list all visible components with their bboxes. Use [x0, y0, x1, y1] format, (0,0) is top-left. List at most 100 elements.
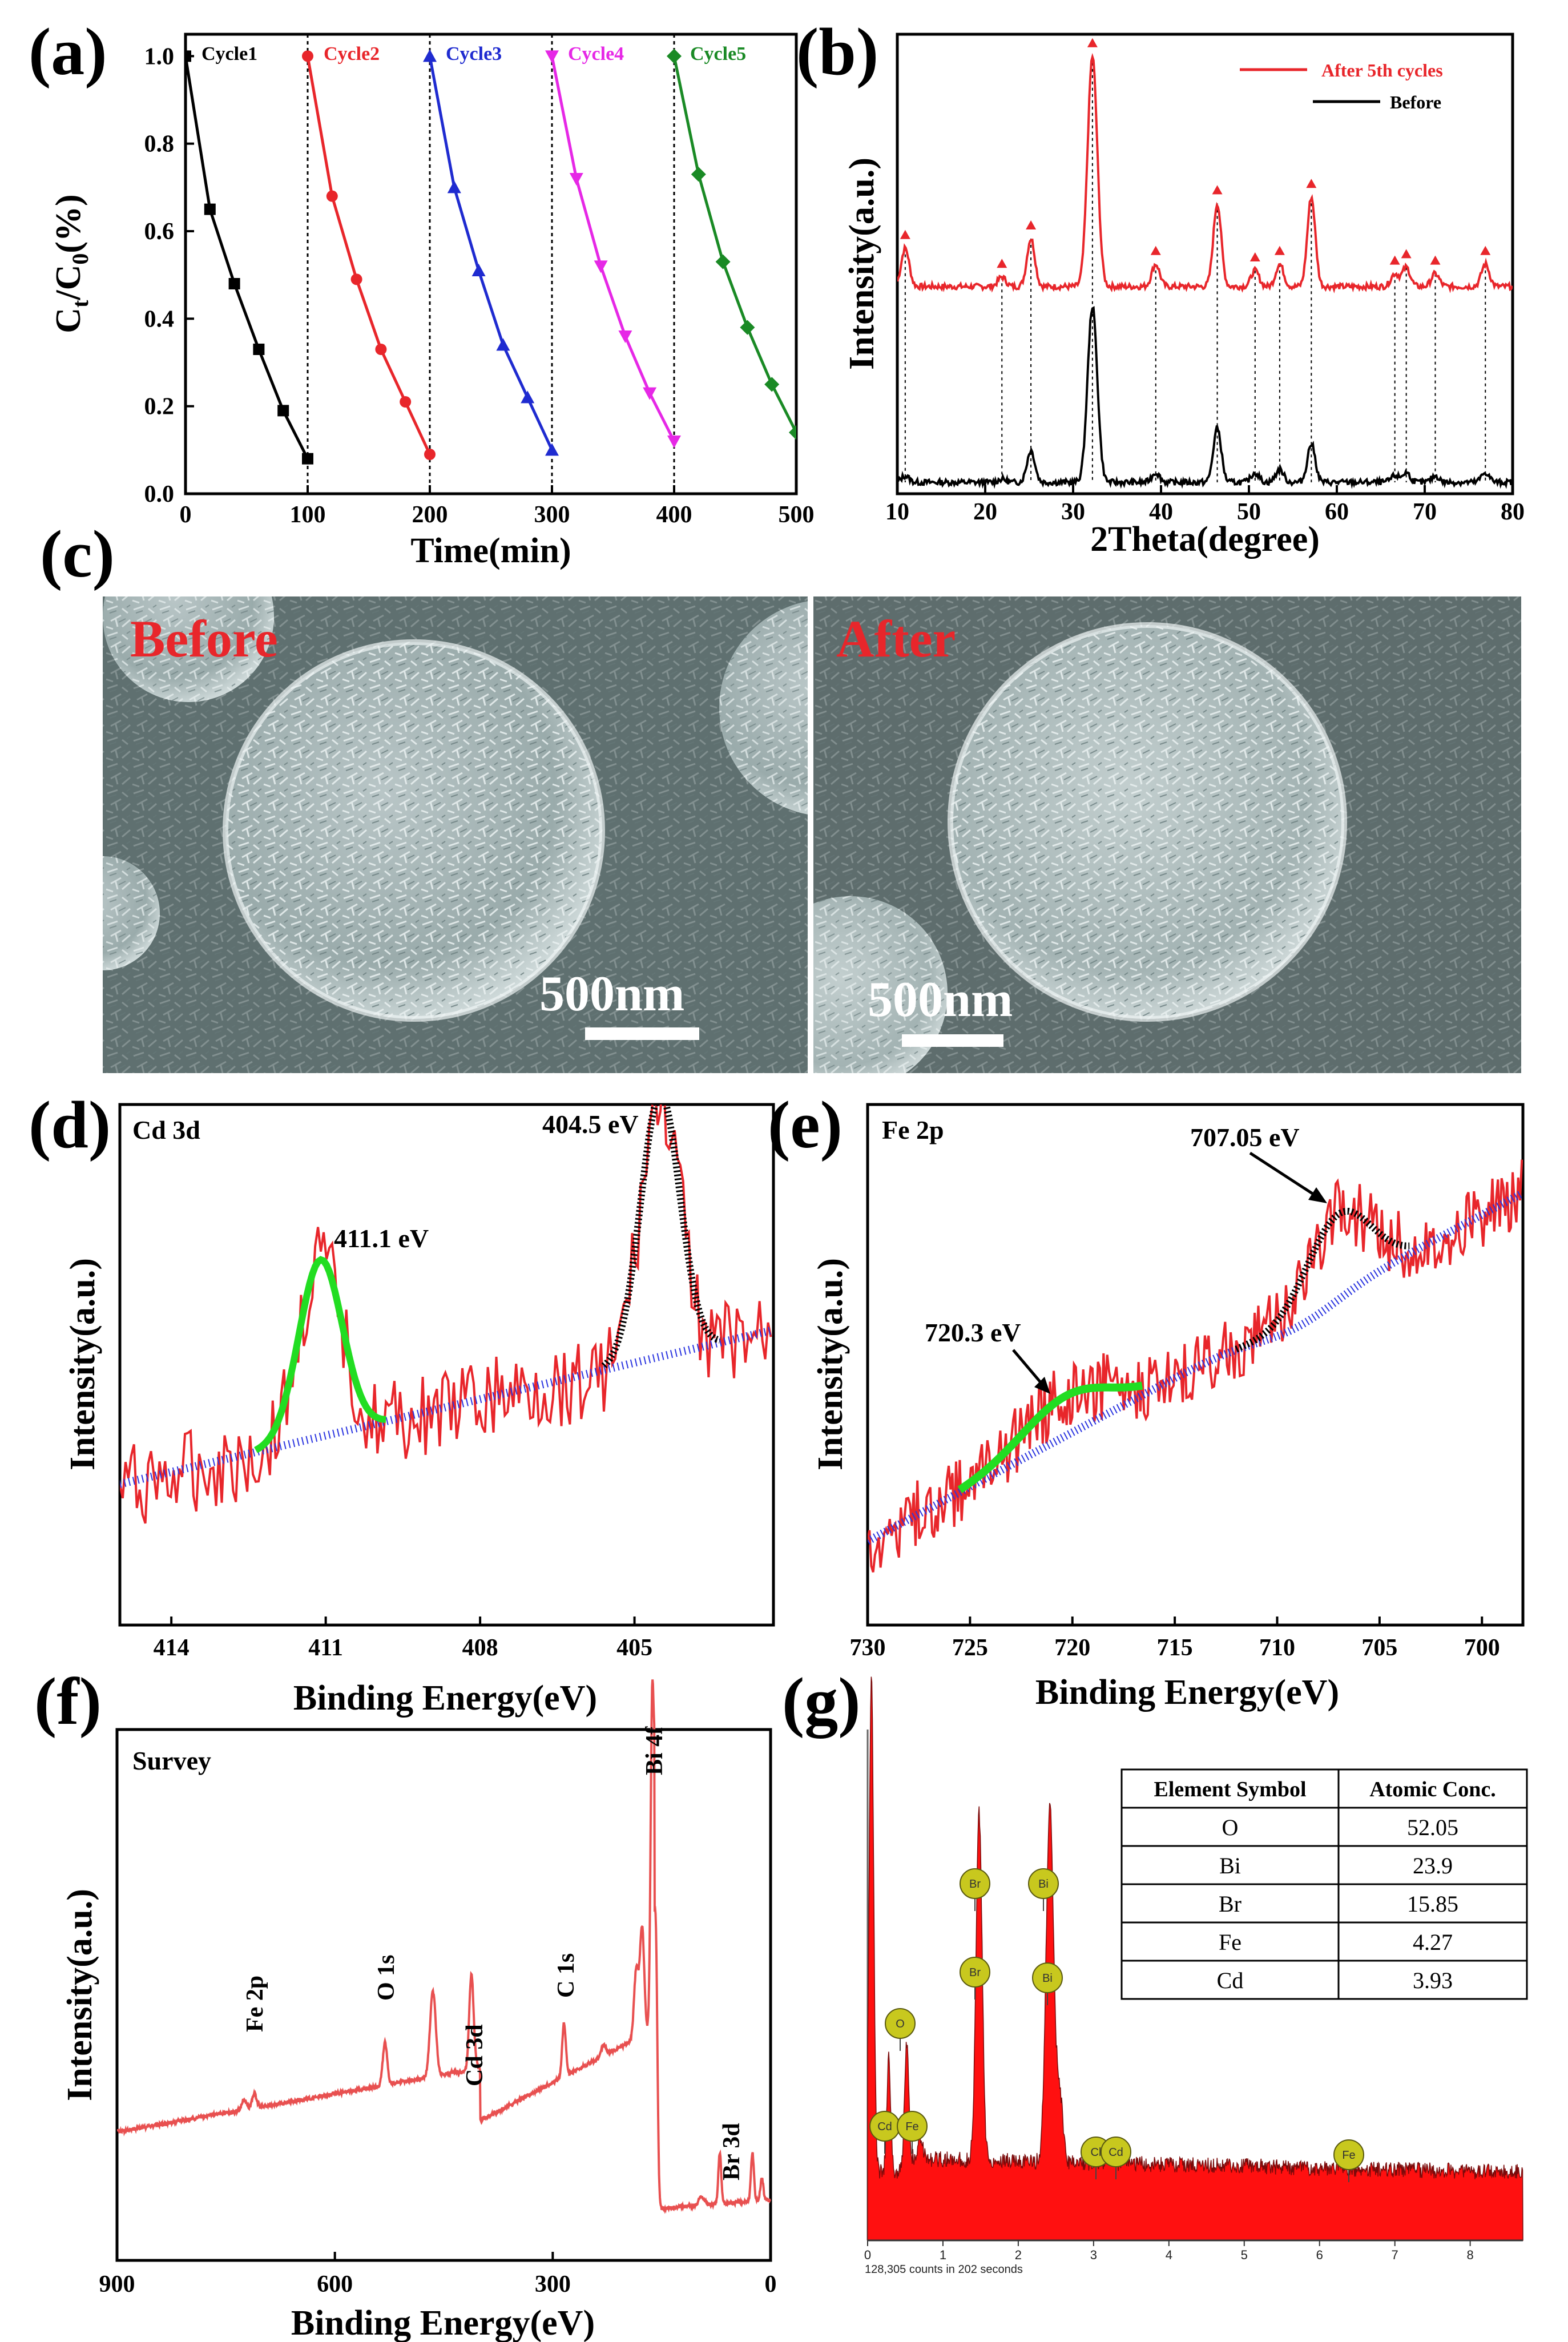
chart-b-peak-marker: [1401, 249, 1412, 259]
panel-label-f: (f): [34, 1664, 102, 1739]
chart-b-xtick-label: 50: [1237, 499, 1261, 525]
chart-b-peak-marker: [1306, 179, 1317, 188]
chart-a-cycle-label: Cycle3: [446, 43, 502, 65]
chart-g-table-value: 4.27: [1413, 1929, 1453, 1955]
chart-e-xtick-label: 715: [1157, 1635, 1193, 1661]
chart-a-point: [715, 254, 731, 269]
chart-d-title: Cd 3d: [132, 1115, 200, 1144]
chart-e-xtick-label: 730: [850, 1635, 886, 1661]
chart-e-fit-720: [957, 1381, 1143, 1493]
chart-a-point: [764, 377, 780, 392]
chart-d-xtick-label: 405: [616, 1635, 652, 1661]
chart-e-arrow-720: [1012, 1349, 1046, 1388]
chart-b-xtick-label: 70: [1413, 499, 1437, 525]
chart-e-x-ticks: 730 725 720 715 710 705 700: [850, 1617, 1500, 1661]
chart-g-table-header: Element Symbol: [1154, 1777, 1306, 1801]
chart-d-cd3d: 414 411 408 405 Cd 3d 411.1 eV 404.5 eV Bin…: [63, 1103, 775, 1718]
chart-f-xlabel: Binding Energy(eV): [291, 2304, 595, 2342]
chart-a-y-ticks: 0.0 0.2 0.4 0.6 0.8 1.0: [144, 43, 194, 507]
chart-a-cycle-dividers: [307, 34, 675, 494]
chart-f-ylabel: Intensity(a.u.): [61, 1889, 99, 2101]
chart-d-peak-label-404: 404.5 eV: [542, 1110, 639, 1139]
chart-d-peak-label-411: 411.1 eV: [334, 1224, 429, 1253]
chart-a-point: [326, 190, 338, 202]
panel-label-c: (c): [40, 517, 115, 591]
chart-a-point: [496, 338, 510, 351]
chart-g-badge-label: Cd: [1109, 2146, 1123, 2159]
chart-b-series-after: [897, 53, 1513, 294]
chart-f-survey-line: [116, 1679, 772, 2214]
chart-a-degradation-cycles: 0 100 200 300 400 500 0.0 0.2 0.4 0.6 0.8 1.0 Cycl…: [49, 33, 815, 570]
chart-d-series: [120, 1105, 772, 1524]
chart-d-ylabel: Intensity(a.u.): [63, 1258, 102, 1470]
chart-f-frame: [115, 1728, 772, 2262]
chart-b-xrd: 10 20 30 40 50 60 70 80 After 5th cycles Before…: [843, 33, 1525, 559]
chart-e-series: [868, 1159, 1523, 1573]
chart-g-badge: [1032, 1962, 1063, 1993]
chart-a-series-line: [550, 55, 676, 442]
chart-a-point: [545, 50, 559, 63]
chart-a-point: [400, 396, 412, 408]
chart-b-ylabel: Intensity(a.u.): [843, 158, 881, 370]
chart-g-table-value: 3.93: [1413, 1968, 1453, 1993]
chart-a-xtick-label: 500: [779, 502, 815, 528]
chart-d-fit-411: [254, 1256, 386, 1453]
chart-f-label-fe2p: Fe 2p: [242, 1976, 268, 2032]
chart-g-table-value: 23.9: [1413, 1853, 1453, 1879]
chart-a-point: [302, 50, 313, 62]
chart-e-xtick-label: 720: [1054, 1635, 1090, 1661]
chart-a-point: [667, 49, 682, 64]
chart-a-point: [350, 273, 362, 285]
chart-b-legend: After 5th cycles Before: [1240, 60, 1443, 112]
chart-f-label-bi4f: Bi 4f: [642, 1726, 668, 1775]
chart-g-xtick-label: 8: [1467, 2248, 1474, 2262]
sem-before-scale-bar: [585, 1027, 699, 1040]
chart-e-peak-label-720: 720.3 eV: [925, 1318, 1021, 1347]
chart-a-series-line: [672, 55, 796, 433]
chart-b-peak-marker: [1249, 252, 1260, 261]
panel-label-a: (a): [29, 14, 107, 89]
chart-g-badge: [960, 1868, 990, 1899]
chart-a-ytick-label: 0.6: [144, 219, 175, 245]
chart-g-xtick-label: 2: [1015, 2248, 1022, 2262]
chart-e-ylabel: Intensity(a.u.): [811, 1258, 850, 1470]
sem-after-scale-bar: [902, 1034, 1003, 1047]
chart-g-xtick-label: 1: [940, 2248, 946, 2262]
chart-f-x-ticks: 900 600 300 0: [99, 2252, 777, 2297]
chart-d-fit-404: [601, 1105, 721, 1369]
chart-b-peak-marker: [1480, 245, 1491, 255]
chart-a-cycle-label: Cycle5: [690, 43, 746, 65]
chart-d-x-ticks: 414 411 408 405: [154, 1617, 652, 1661]
chart-b-x-ticks: 10 20 30 40 50 60 70 80: [885, 485, 1525, 525]
chart-d-xtick-label: 408: [462, 1635, 498, 1661]
chart-a-point: [569, 173, 583, 186]
chart-g-table-value: 52.05: [1407, 1815, 1458, 1840]
chart-a-series-line: [428, 55, 554, 451]
chart-e-frame: [866, 1103, 1525, 1627]
chart-f-label-cd3d: Cd 3d: [462, 2024, 488, 2086]
panel-label-b: (b): [796, 14, 878, 89]
chart-b-peak-marker: [1026, 220, 1037, 229]
chart-g-xtick-label: 7: [1392, 2248, 1398, 2262]
chart-a-point: [186, 50, 191, 62]
chart-g-table-element: Fe: [1219, 1929, 1241, 1955]
sem-after-scale-label: 500nm: [868, 972, 1013, 1027]
chart-a-xtick-label: 200: [412, 502, 448, 528]
chart-f-xtick-label: 600: [317, 2271, 353, 2297]
chart-d-xtick-label: 414: [154, 1635, 190, 1661]
chart-g-element-badges: O Cd Fe Br Br Bi Bi Cl Cd Fe: [869, 1868, 1364, 2182]
chart-g-badge-label: Cd: [877, 2121, 892, 2133]
chart-d-xtick-label: 411: [308, 1635, 343, 1661]
chart-b-xtick-label: 80: [1501, 499, 1525, 525]
chart-e-peak-label-707: 707.05 eV: [1190, 1123, 1300, 1152]
chart-g-table-element: O: [1222, 1815, 1239, 1840]
chart-g-badge: [1333, 2139, 1364, 2170]
chart-e-raw-data: [868, 1159, 1523, 1573]
chart-g-badge-label: Bi: [1038, 1878, 1049, 1890]
svg-text:Ct/C0(%): Ct/C0(%): [49, 194, 93, 333]
chart-a-xtick-label: 0: [180, 502, 192, 528]
chart-g-badge: [960, 1957, 990, 1988]
chart-e-xtick-label: 700: [1464, 1635, 1500, 1661]
chart-f-label-o1s: O 1s: [373, 1954, 400, 2001]
chart-b-peak-marker: [900, 229, 910, 239]
